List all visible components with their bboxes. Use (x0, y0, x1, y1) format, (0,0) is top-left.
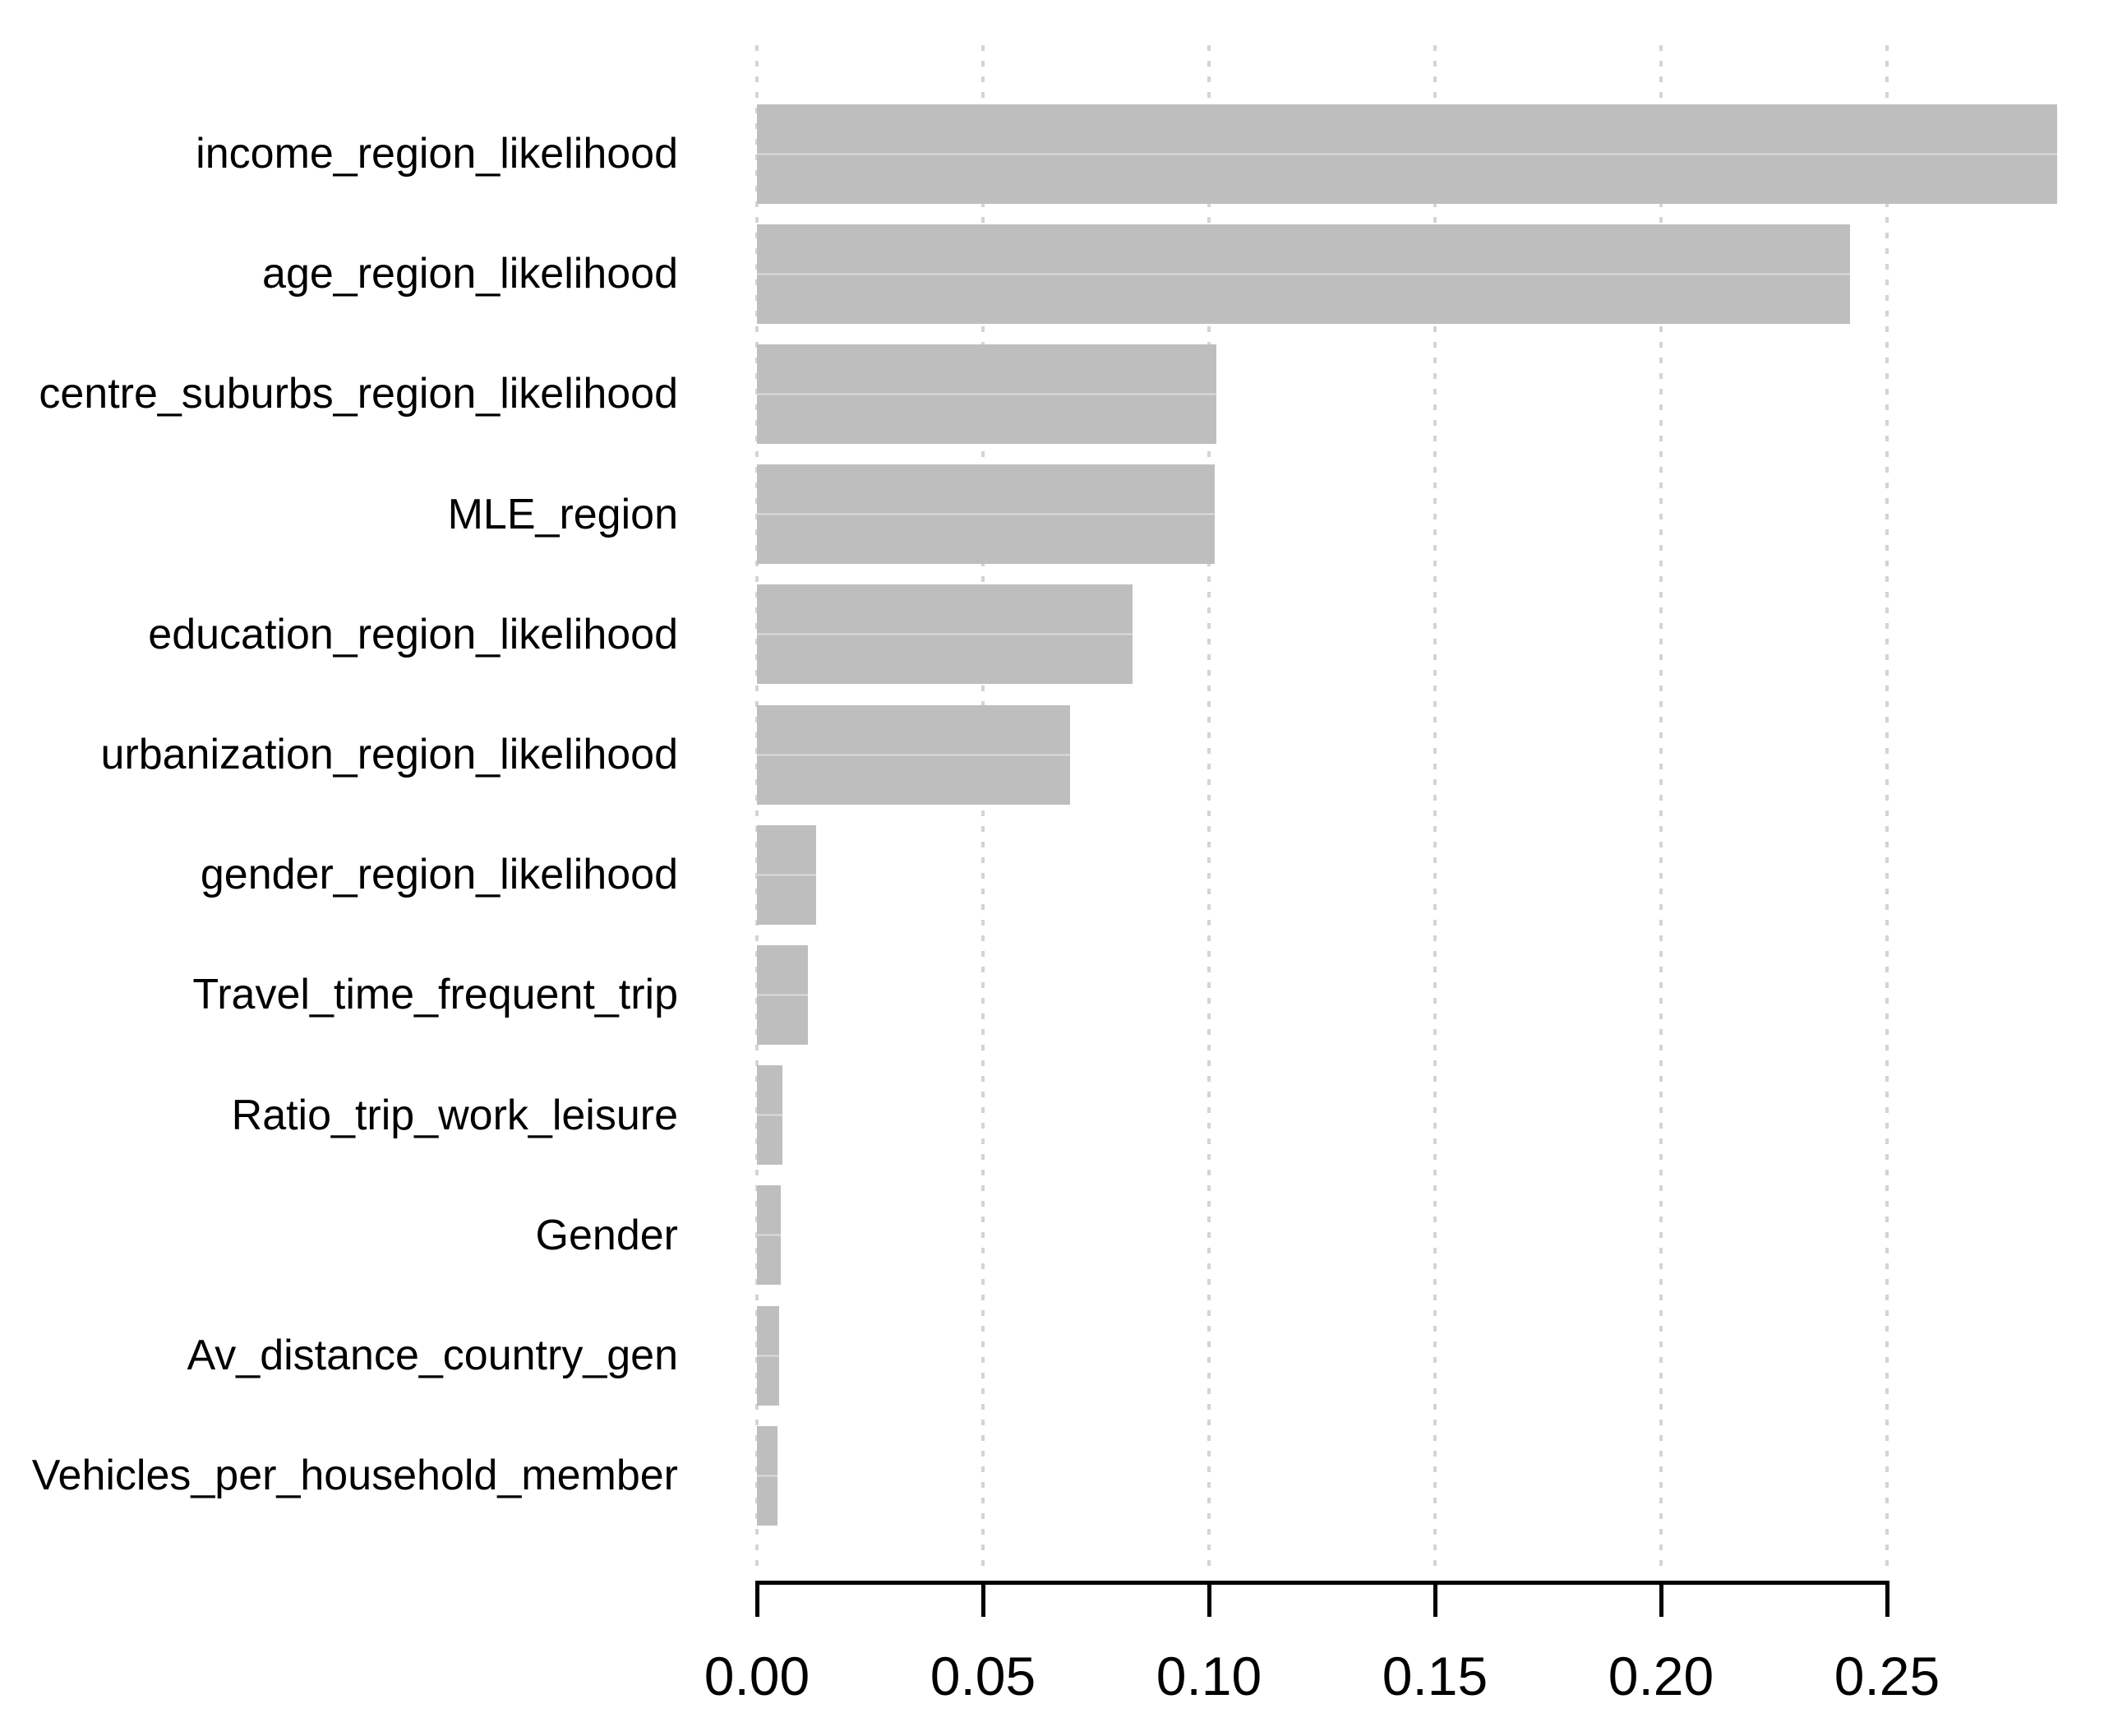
bar (757, 824, 816, 925)
gridline (755, 45, 759, 1566)
x-axis-tick (1885, 1581, 1889, 1617)
x-axis-tick-label: 0.25 (1834, 1646, 1940, 1706)
x-axis-tick (1659, 1581, 1663, 1617)
gridline (1207, 45, 1211, 1566)
bar (757, 704, 1070, 805)
bar (757, 464, 1215, 565)
bar (757, 224, 1850, 324)
bar (757, 1185, 781, 1286)
category-label: education_region_likelihood (148, 610, 678, 658)
category-label: gender_region_likelihood (200, 851, 678, 899)
x-axis-tick-label: 0.10 (1156, 1646, 1262, 1706)
category-label: centre_suburbs_region_likelihood (39, 370, 678, 418)
category-label: income_region_likelihood (196, 130, 678, 178)
category-label: Gender (535, 1211, 678, 1259)
category-label: Av_distance_country_gen (187, 1332, 678, 1379)
x-axis-tick (1207, 1581, 1211, 1617)
x-axis-tick (755, 1581, 759, 1617)
category-label: age_region_likelihood (262, 250, 678, 298)
category-label: Travel_time_frequent_trip (192, 971, 678, 1019)
bar (757, 344, 1216, 444)
gridline (981, 45, 985, 1566)
gridline (1659, 45, 1663, 1566)
x-axis-tick-label: 0.15 (1382, 1646, 1488, 1706)
bar (757, 104, 2057, 204)
x-axis-tick (981, 1581, 985, 1617)
x-axis-line (755, 1581, 1889, 1585)
gridline (1433, 45, 1437, 1566)
bar (757, 584, 1133, 685)
bar (757, 1065, 782, 1166)
x-axis-tick-label: 0.05 (930, 1646, 1036, 1706)
category-label: Vehicles_per_household_member (31, 1452, 678, 1500)
x-axis-tick (1433, 1581, 1437, 1617)
category-label: MLE_region (447, 490, 678, 538)
x-axis-tick-label: 0.00 (704, 1646, 810, 1706)
bar (757, 944, 808, 1045)
bar (757, 1305, 779, 1406)
gridline (1885, 45, 1889, 1566)
bar (757, 1425, 777, 1526)
category-label: urbanization_region_likelihood (100, 731, 678, 778)
category-label: Ratio_trip_work_leisure (231, 1091, 678, 1139)
x-axis-tick-label: 0.20 (1608, 1646, 1714, 1706)
